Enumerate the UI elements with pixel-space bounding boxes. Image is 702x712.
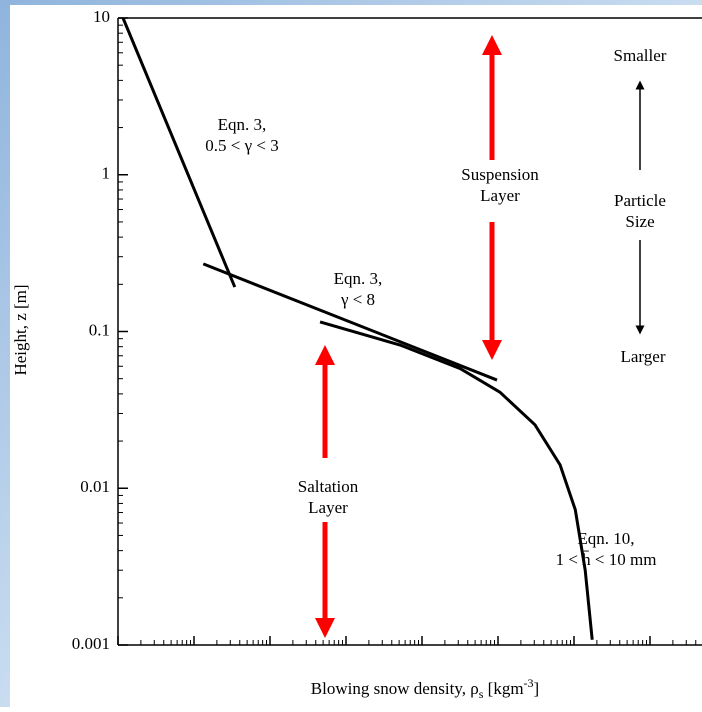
- annotation: Saltation: [298, 477, 359, 496]
- y-tick-label: 0.1: [89, 320, 110, 339]
- annotation: 0.5 < γ < 3: [205, 136, 278, 155]
- y-tick-label: 1: [102, 164, 111, 183]
- annotation: Layer: [308, 498, 348, 517]
- annotation: Eqn. 10,: [577, 529, 634, 548]
- annotation: Particle: [614, 191, 666, 210]
- y-axis-label: Height, z [m]: [11, 284, 30, 375]
- annotation: Larger: [621, 347, 666, 366]
- arrows: [315, 35, 645, 638]
- annotation: Layer: [480, 186, 520, 205]
- data-line: [202, 262, 498, 382]
- annotation: 1 < h̄ < 10 mm: [556, 550, 657, 569]
- annotation: Suspension: [461, 165, 539, 184]
- annotation: Eqn. 3,: [218, 115, 267, 134]
- y-tick-label: 10: [93, 7, 110, 26]
- annotation: Eqn. 3,: [334, 269, 383, 288]
- annotation: γ < 8: [340, 290, 375, 309]
- annotation: Size: [625, 212, 654, 231]
- panel: [10, 5, 702, 707]
- y-tick-label: 0.01: [80, 477, 110, 496]
- data-line: [319, 320, 594, 640]
- annotation: Smaller: [614, 46, 667, 65]
- x-axis-label: Blowing snow density, ρs [kgm-3]: [311, 676, 539, 701]
- y-tick-label: 0.001: [72, 634, 110, 653]
- data-line: [121, 17, 237, 288]
